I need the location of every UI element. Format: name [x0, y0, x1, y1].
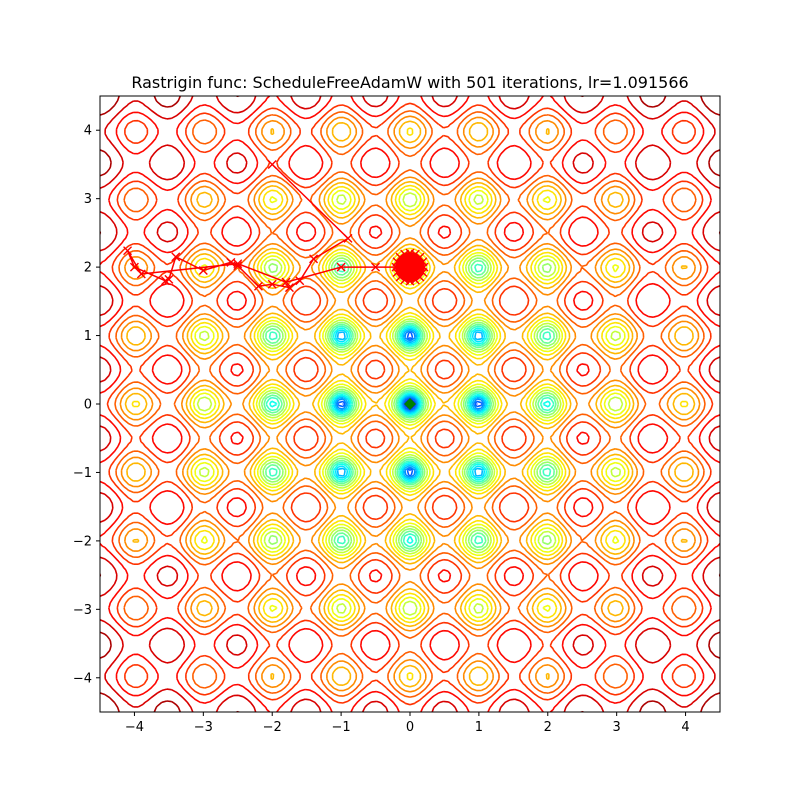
global-minimum-marker: [404, 398, 416, 410]
x-tick-label: −1: [332, 720, 351, 735]
contour-level: [119, 115, 701, 693]
trajectory-point: [129, 262, 139, 272]
y-tick-label: 4: [84, 124, 92, 139]
chart-title: Rastrigin func: ScheduleFreeAdamW with 5…: [131, 73, 688, 92]
y-tick-label: 1: [84, 329, 92, 344]
contour-level: [100, 96, 720, 712]
trajectory-point: [267, 279, 277, 289]
trajectory-point: [371, 262, 381, 272]
trajectory-end-point: [419, 262, 429, 272]
trajectory-end-point: [418, 257, 428, 267]
trajectory-end-point: [392, 257, 402, 267]
trajectory-end-point: [400, 249, 410, 259]
x-tick-label: 4: [681, 720, 689, 735]
trajectory-end-point: [392, 267, 402, 277]
trajectory-end-point: [395, 252, 405, 262]
trajectory-point: [171, 252, 181, 262]
contour-level: [269, 263, 551, 545]
trajectory-point: [267, 159, 277, 169]
trajectory-end-point: [391, 262, 401, 272]
contour-level: [334, 328, 486, 480]
contour-level: [100, 96, 720, 712]
trajectory-point: [123, 246, 133, 256]
y-tick-label: 0: [84, 398, 92, 413]
y-tick-label: 2: [84, 261, 92, 276]
y-axis: −4 −3 −2 −1 0 1 2 3 4: [73, 124, 100, 686]
contour-level: [192, 188, 628, 620]
contour-level: [265, 260, 555, 548]
trajectory-end-point: [410, 249, 420, 259]
contour-level: [337, 331, 483, 477]
contour-level: [114, 110, 706, 698]
trajectory-end-point: [410, 275, 420, 285]
contour-layer: [100, 96, 720, 712]
trajectory-point: [336, 262, 346, 272]
contour-level: [100, 96, 720, 712]
trajectory-point: [136, 269, 146, 279]
trajectory-end-point: [395, 272, 405, 282]
trajectory-point: [309, 254, 319, 264]
x-tick-label: −3: [194, 720, 213, 735]
x-axis: −4 −3 −2 −1 0 1 2 3 4: [125, 712, 690, 735]
contour-level: [342, 337, 478, 471]
trajectory-point: [198, 266, 208, 276]
trajectory-point: [281, 277, 291, 287]
trajectory-end-point: [415, 252, 425, 262]
trajectory-layer: [123, 159, 429, 293]
contour-level: [131, 127, 689, 681]
trajectory-point: [253, 281, 263, 291]
minimum-layer: [404, 398, 416, 410]
y-tick-label: −4: [73, 671, 92, 686]
trajectory-end-point: [400, 275, 410, 285]
x-tick-label: 1: [475, 720, 483, 735]
y-tick-label: −3: [73, 603, 92, 618]
contour-level: [335, 330, 485, 478]
y-tick-label: −1: [73, 466, 92, 481]
trajectory-end-point: [418, 267, 428, 277]
contour-level: [196, 192, 624, 616]
trajectory-point: [343, 233, 353, 243]
x-tick-label: 3: [613, 720, 621, 735]
trajectory-end-point: [405, 276, 415, 286]
contour-level: [106, 102, 714, 706]
contour-level: [124, 120, 696, 688]
trajectory-point: [284, 283, 294, 293]
trajectory-point: [226, 257, 236, 267]
trajectory-point: [233, 259, 243, 269]
trajectory-end-point: [415, 272, 425, 282]
trajectory-point: [295, 276, 305, 286]
x-tick-label: −2: [263, 720, 282, 735]
x-tick-label: −4: [125, 720, 144, 735]
trajectory-point: [160, 276, 170, 286]
contour-level: [332, 327, 488, 481]
trajectory-point: [233, 261, 243, 271]
x-tick-label: 0: [406, 720, 414, 735]
y-tick-label: −2: [73, 534, 92, 549]
x-tick-label: 2: [544, 720, 552, 735]
trajectory-end-point: [405, 248, 415, 258]
y-tick-label: 3: [84, 192, 92, 207]
